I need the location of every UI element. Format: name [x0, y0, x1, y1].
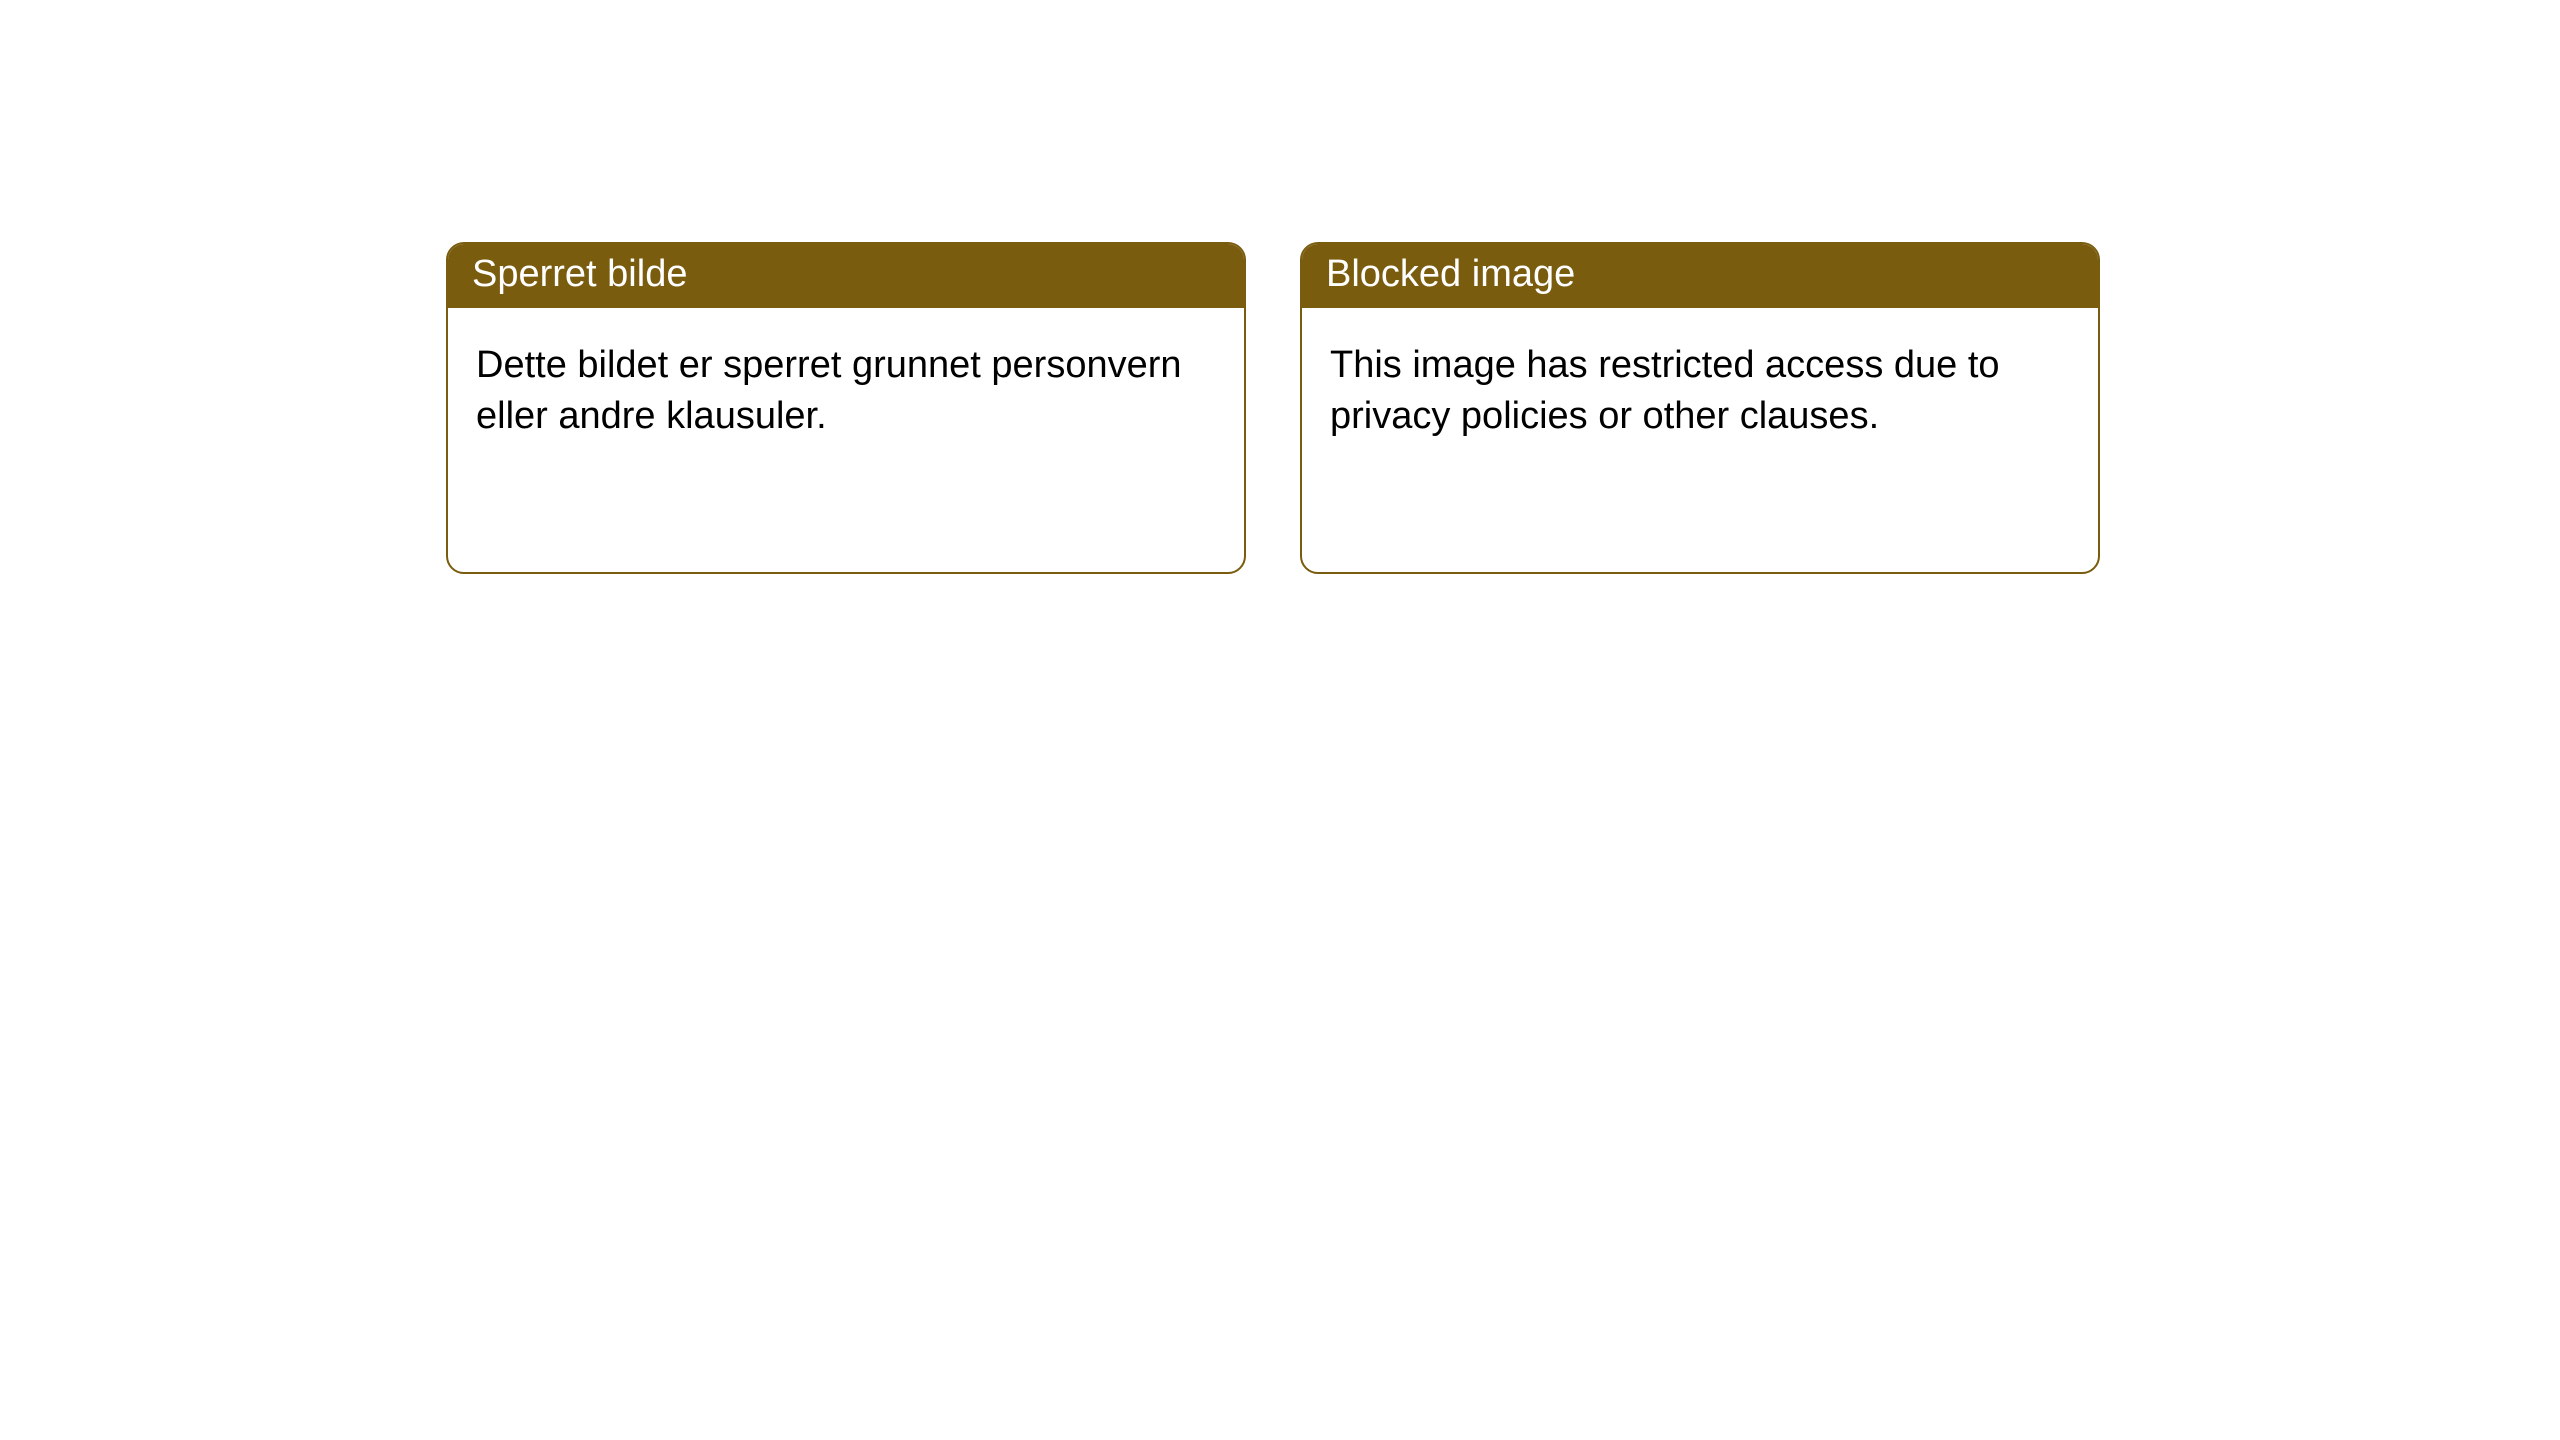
- notice-header: Sperret bilde: [448, 244, 1244, 308]
- notice-header: Blocked image: [1302, 244, 2098, 308]
- notice-body: This image has restricted access due to …: [1302, 308, 2098, 475]
- notice-body: Dette bildet er sperret grunnet personve…: [448, 308, 1244, 475]
- notice-container: Sperret bilde Dette bildet er sperret gr…: [0, 0, 2560, 574]
- notice-card-english: Blocked image This image has restricted …: [1300, 242, 2100, 574]
- notice-card-norwegian: Sperret bilde Dette bildet er sperret gr…: [446, 242, 1246, 574]
